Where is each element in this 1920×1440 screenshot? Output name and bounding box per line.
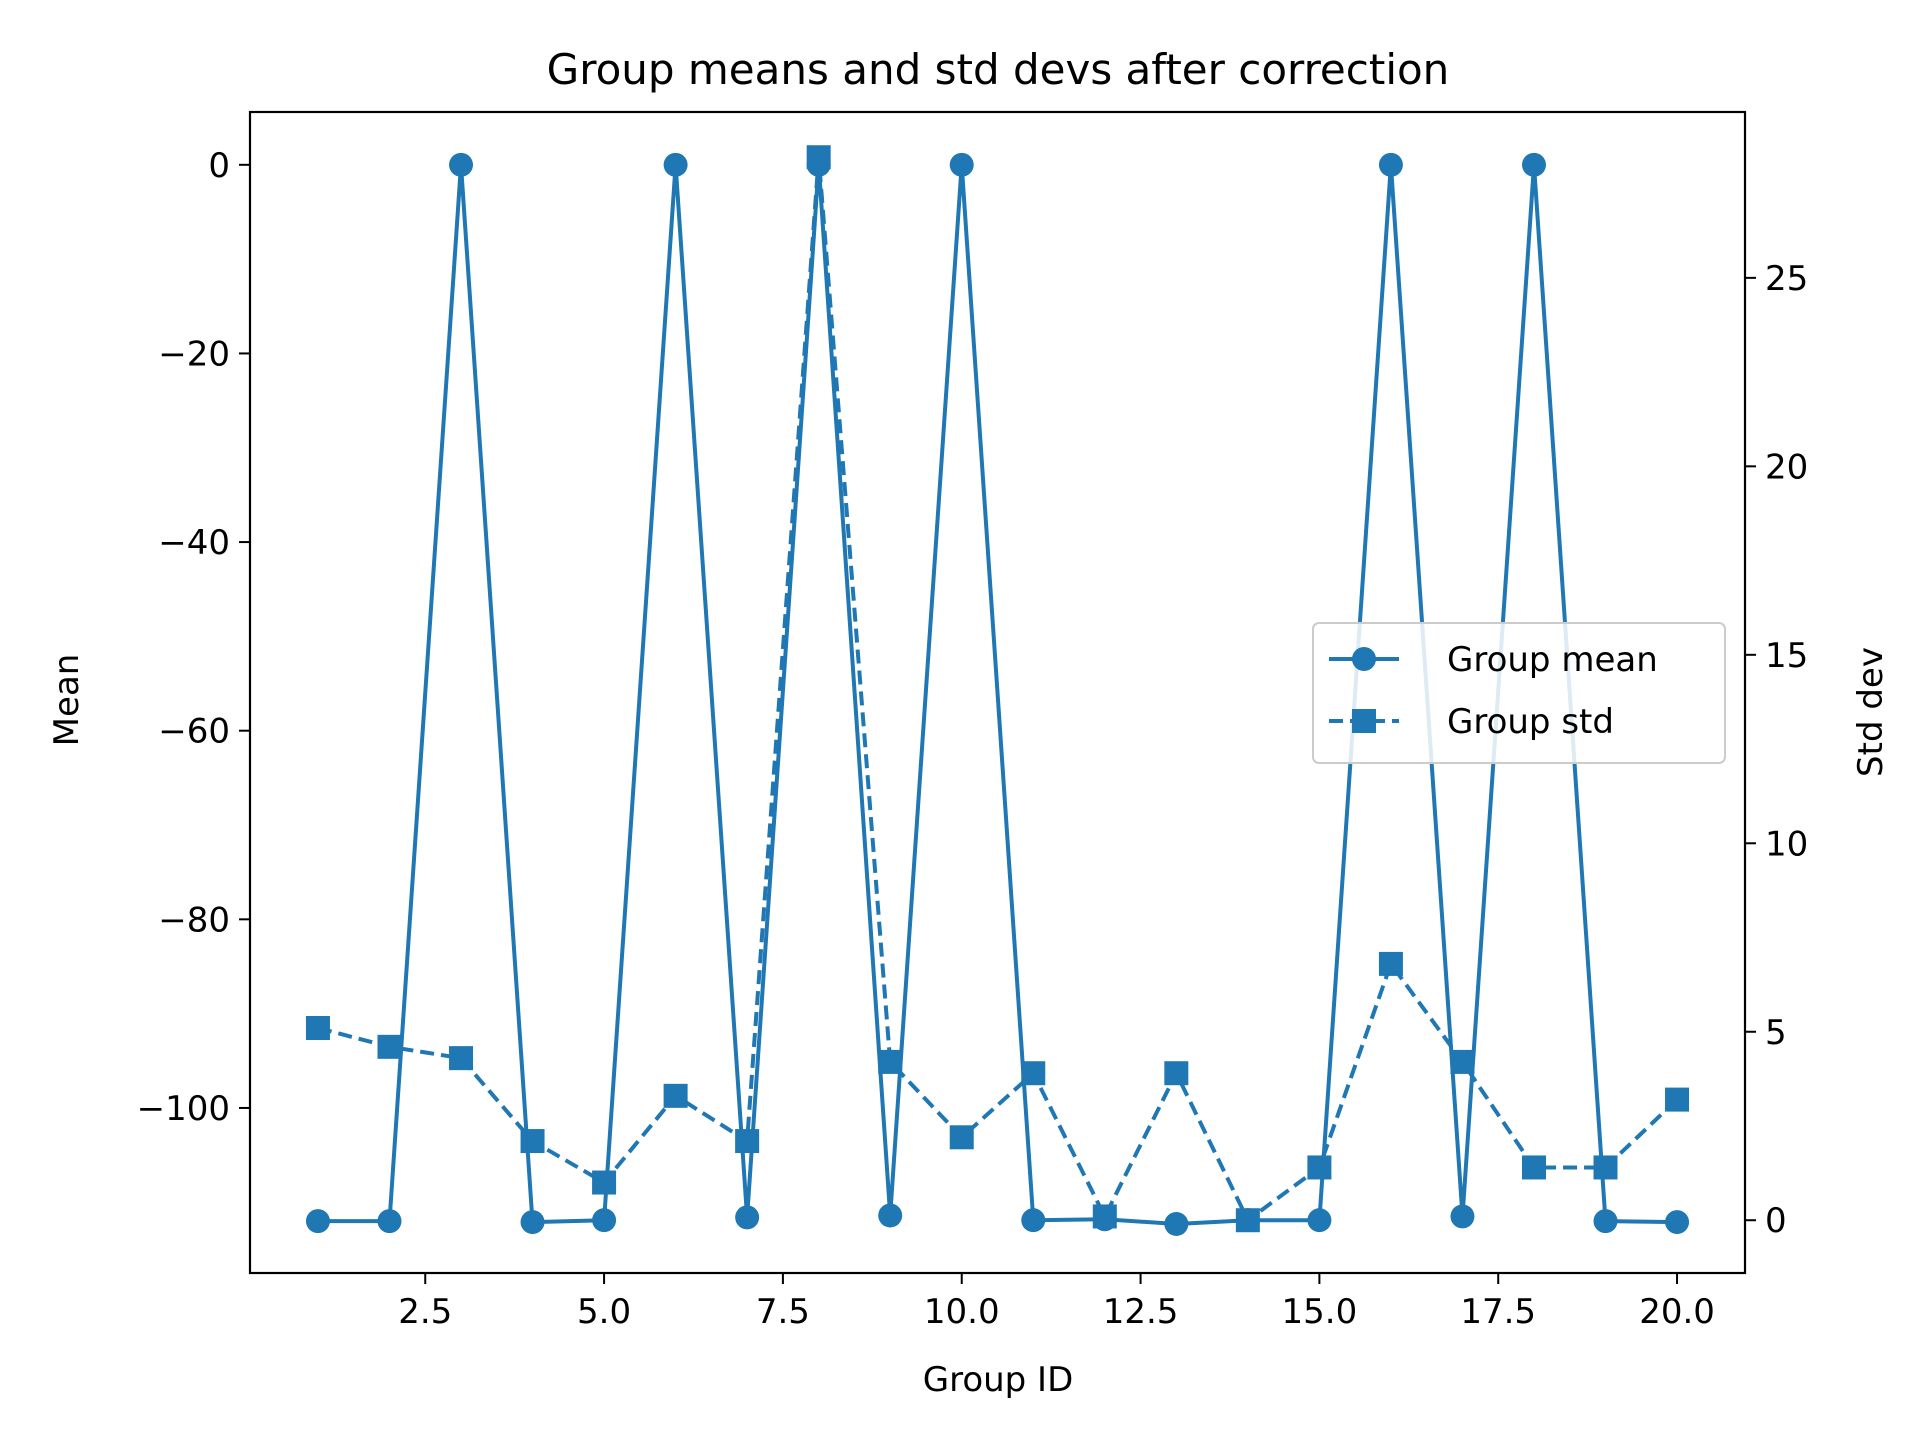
group-std-point xyxy=(592,1170,617,1195)
group-std-point xyxy=(663,1083,688,1108)
group-std-point xyxy=(305,1015,330,1040)
axes: 2.5 5.0 7.5 10.0 12.5 15.0 17.5 20.0 0 −20 −40 −60 −… xyxy=(137,110,1808,1332)
y-tick-label: −80 xyxy=(158,900,230,940)
series-line-group-std xyxy=(317,155,1679,1223)
y-axis-label: Mean xyxy=(47,654,87,747)
chart-title: Group means and std devs after correctio… xyxy=(547,45,1450,94)
y-tick-label: −40 xyxy=(158,523,230,563)
x-tick-label: 5.0 xyxy=(577,1292,631,1332)
x-tick-label: 17.5 xyxy=(1460,1292,1536,1332)
x-axis-label: Group ID xyxy=(923,1360,1074,1400)
x-tick-label: 7.5 xyxy=(756,1292,810,1332)
group-mean-point xyxy=(1593,1209,1618,1234)
legend-box xyxy=(1312,622,1726,764)
y2-tick-label: 5 xyxy=(1765,1013,1787,1053)
group-std-point xyxy=(1164,1061,1189,1086)
group-mean-point xyxy=(949,152,974,177)
y-tick-label: 0 xyxy=(208,146,230,186)
group-std-point xyxy=(449,1046,474,1071)
group-std-point xyxy=(1378,951,1403,976)
group-std-point xyxy=(806,145,831,170)
group-std-point xyxy=(1665,1087,1690,1112)
group-std-point xyxy=(1235,1208,1260,1233)
y2-axis-label: Std dev xyxy=(1851,647,1891,777)
group-std-point xyxy=(520,1129,545,1154)
y-tick-label: −60 xyxy=(158,712,230,752)
y2-tick-label: 15 xyxy=(1765,636,1808,676)
group-std-point xyxy=(735,1129,760,1154)
group-std-point xyxy=(1521,1155,1546,1180)
group-mean-point xyxy=(449,152,474,177)
y2-tick-label: 10 xyxy=(1765,824,1808,864)
group-mean-point xyxy=(1164,1211,1189,1236)
x-tick-label: 20.0 xyxy=(1639,1292,1715,1332)
group-mean-point xyxy=(1307,1208,1332,1233)
series-layer xyxy=(305,145,1690,1236)
y2-tick-label: 20 xyxy=(1765,447,1808,487)
group-std-point xyxy=(949,1125,974,1150)
group-std-point xyxy=(1307,1155,1332,1180)
x-tick-label: 15.0 xyxy=(1282,1292,1358,1332)
group-mean-point xyxy=(1021,1208,1046,1233)
group-mean-point xyxy=(735,1205,760,1230)
x-tick-label: 12.5 xyxy=(1103,1292,1179,1332)
legend-label: Group mean xyxy=(1447,640,1658,680)
plot-frame xyxy=(248,110,1747,1275)
x-tick-label: 10.0 xyxy=(924,1292,1000,1332)
x-tick-label: 2.5 xyxy=(398,1292,452,1332)
group-mean-point xyxy=(1450,1204,1475,1229)
group-std-point xyxy=(1092,1204,1117,1229)
group-std-point xyxy=(1021,1061,1046,1086)
group-mean-point xyxy=(377,1209,402,1234)
group-mean-point xyxy=(592,1208,617,1233)
group-mean-point xyxy=(1665,1210,1690,1235)
group-mean-point xyxy=(1378,152,1403,177)
y-tick-label: −20 xyxy=(158,334,230,374)
group-std-point xyxy=(1593,1155,1618,1180)
group-std-point xyxy=(878,1049,903,1074)
group-std-point xyxy=(1450,1049,1475,1074)
y2-tick-label: 0 xyxy=(1765,1201,1787,1241)
group-mean-point xyxy=(663,152,688,177)
legend-marker-square xyxy=(1352,709,1376,733)
group-mean-point xyxy=(1521,152,1546,177)
group-mean-point xyxy=(878,1203,903,1228)
group-std-point xyxy=(377,1034,402,1059)
group-mean-point xyxy=(305,1209,330,1234)
legend-marker-circle xyxy=(1352,647,1376,671)
y-tick-label: −100 xyxy=(137,1089,230,1129)
legend: Group mean Group std xyxy=(1312,622,1726,764)
y2-tick-label: 25 xyxy=(1765,259,1808,299)
group-mean-point xyxy=(520,1210,545,1235)
legend-label: Group std xyxy=(1447,702,1614,742)
